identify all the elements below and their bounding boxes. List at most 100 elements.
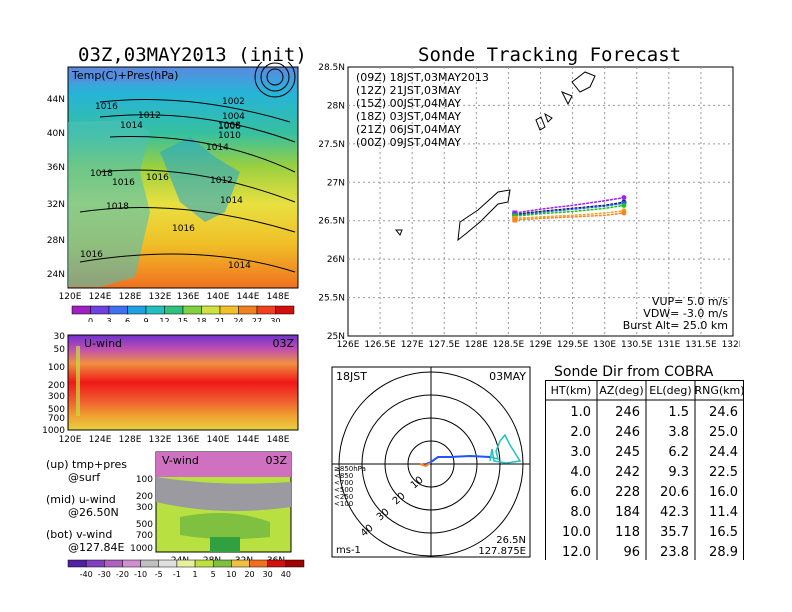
sonde-tracks — [512, 195, 627, 223]
table-header: EL(deg) — [649, 384, 691, 397]
island-outline — [394, 229, 403, 236]
polar-plot: 18JST 03MAY 10 20 30 40 ≥850hPa <850 <70… — [331, 366, 531, 558]
pressure-tick: 50 — [54, 345, 66, 355]
v-wind-time: 03Z — [265, 454, 287, 467]
pressure-tick: 200 — [136, 492, 153, 502]
v-wind-band — [156, 452, 291, 477]
v-wind-label: V-wind — [162, 454, 199, 467]
isobar-line — [99, 114, 296, 143]
colorbar-swatch — [231, 559, 250, 568]
legend-entry: (00Z) 09JST,04MAY — [356, 136, 461, 149]
legend-entry: (09Z) 18JST,03MAY2013 — [356, 71, 489, 84]
lon-tick: 120E — [59, 435, 82, 445]
isobar-label: 1016 — [146, 173, 169, 183]
param-burst: Burst Alt= 25.0 km — [623, 319, 728, 332]
legend-entry: (18Z) 03JST,04MAY — [356, 110, 461, 123]
u-wind-label: U-wind — [84, 337, 122, 350]
note-bot-sub: @127.84E — [68, 541, 125, 554]
left-panel-title: 03Z,03MAY2013 (init) — [78, 44, 307, 66]
isobar-label: 1016 — [112, 178, 135, 188]
okinawa-outline — [457, 189, 511, 242]
isobar-line — [79, 253, 296, 273]
colorbar-label: 12 — [159, 317, 169, 322]
track-line — [514, 196, 625, 214]
lon-tick: 127E — [401, 340, 424, 350]
colorbar-label: 0 — [88, 317, 93, 322]
table-cell: 23.8 — [660, 545, 689, 560]
lon-tick: 124E — [89, 292, 112, 302]
colorbar-swatch — [238, 305, 258, 315]
colorbar-swatch — [104, 559, 123, 568]
pressure-tick: 30 — [54, 332, 66, 342]
table-cell: 24.4 — [709, 445, 738, 460]
lat-tick: 27.5N — [318, 140, 345, 150]
isobar-line — [99, 169, 296, 203]
table-cell: 246 — [615, 425, 640, 440]
table-cell: 2.0 — [570, 425, 591, 440]
table-cell: 20.6 — [660, 485, 689, 500]
track-line — [514, 209, 625, 220]
lon-tick: 127.5E — [429, 340, 461, 350]
pressure-tick: 300 — [136, 503, 153, 513]
table-cell: 118 — [615, 525, 640, 540]
pressure-tick: 700 — [48, 414, 65, 424]
pressure-tick: 500 — [136, 520, 153, 530]
table-cell: 42.3 — [660, 505, 689, 520]
note-bot: (bot) v-wind — [46, 528, 113, 541]
colorbar-label: -5 — [155, 570, 163, 579]
lon-tick: 128.5E — [493, 340, 525, 350]
low-pressure-center — [266, 68, 284, 86]
colorbar-label: 30 — [270, 317, 280, 322]
lat-tick: 28.5N — [318, 63, 345, 73]
isobar-line — [109, 135, 296, 173]
lon-tick: 148E — [267, 292, 290, 302]
island-outline — [535, 116, 546, 131]
table-header: HT(km) — [551, 384, 592, 397]
isobar-label: 1010 — [218, 131, 241, 141]
v-wind-band — [210, 537, 240, 552]
table-cell: 25.0 — [709, 425, 738, 440]
launch-point — [512, 217, 518, 223]
burst-point — [621, 195, 627, 201]
isobar-label: 1014 — [206, 143, 229, 153]
table-cell: 22.5 — [709, 465, 738, 480]
legend-entry: (15Z) 00JST,04MAY — [356, 97, 461, 110]
table-cell: 9.3 — [668, 465, 689, 480]
tracking-title: Sonde Tracking Forecast — [418, 44, 682, 66]
isobar-label: 1014 — [228, 261, 251, 271]
colorbar-swatch — [140, 559, 160, 568]
isobar-label: 1016 — [80, 250, 103, 260]
lat-tick: 26.5N — [318, 217, 345, 227]
lat-tick: 28N — [47, 236, 65, 246]
surface-map-panel: 1002 1004 1006 1008 1010 1012 1012 1014 … — [47, 62, 299, 322]
lon-tick: 132E — [722, 340, 740, 350]
isobar-label: 1004 — [222, 112, 245, 122]
colorbar-swatch — [182, 305, 202, 315]
table-cell: 246 — [615, 405, 640, 420]
pressure-tick: 500 — [48, 405, 65, 415]
v-wind-band — [180, 513, 270, 540]
pressure-tick: 1000 — [42, 426, 65, 436]
level-legend: <250 — [334, 493, 353, 501]
table-cell: 242 — [615, 465, 640, 480]
colorbar-label: -10 — [134, 570, 147, 579]
lat-tick: 24N — [47, 270, 65, 280]
isobar-line — [99, 99, 291, 123]
table-cell: 1.5 — [668, 405, 689, 420]
panel-notes: (up) tmp+pres @surf (mid) u-wind @26.50N… — [46, 458, 127, 554]
colorbar-swatch — [201, 305, 221, 315]
table-cell: 4.0 — [570, 465, 591, 480]
tracking-map: 28.5N 28N 27.5N 27N 26.5N 26N 25.5N 25N 126E 126… — [318, 63, 740, 350]
note-mid: (mid) u-wind — [46, 493, 116, 506]
colorbar-swatch — [176, 559, 196, 568]
table-title: Sonde Dir from COBRA — [554, 364, 714, 380]
isobar-label: 1012 — [138, 111, 161, 121]
lon-tick: 128E — [119, 292, 142, 302]
colorbar-swatch — [285, 559, 305, 568]
isobar-label: 1018 — [90, 169, 113, 179]
temperature-colorbar: 0 3 6 9 12 15 18 21 24 27 30 — [71, 305, 295, 322]
colorbar-label: -20 — [116, 570, 129, 579]
colorbar-swatch — [219, 305, 239, 315]
lon-tick: 124E — [89, 435, 112, 445]
tracking-plot-area — [347, 66, 734, 337]
